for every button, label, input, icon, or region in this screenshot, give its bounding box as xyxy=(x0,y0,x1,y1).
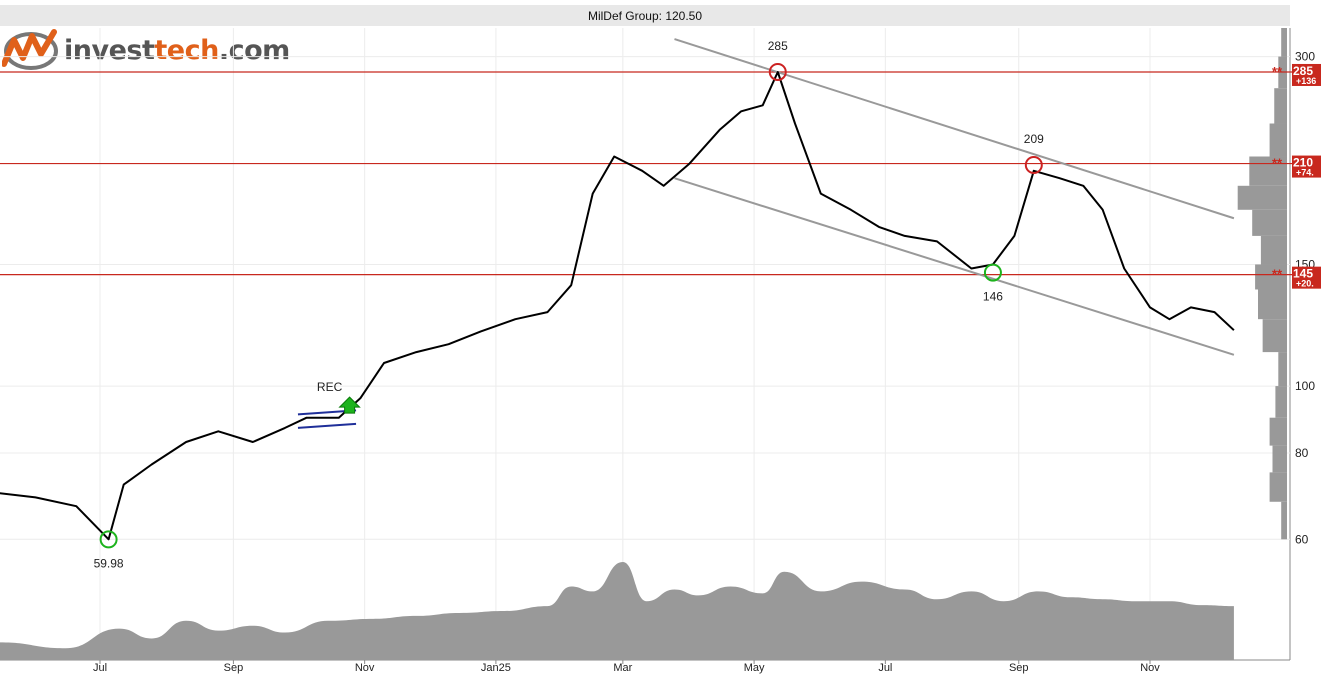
volume-profile-bar xyxy=(1252,209,1287,236)
marker-label: 146 xyxy=(983,290,1003,304)
chart-header-bar xyxy=(0,5,1290,26)
trough-marker xyxy=(983,263,1002,282)
peak-marker xyxy=(768,62,787,81)
marker-label: 209 xyxy=(1024,132,1044,146)
volume-area xyxy=(0,562,1234,660)
investtech-chart-logo-icon xyxy=(2,29,58,70)
peak-marker xyxy=(1024,155,1043,174)
volume-profile-bar xyxy=(1269,472,1287,502)
x-tick-label: Nov xyxy=(1140,662,1160,674)
volume-profile-bar xyxy=(1274,88,1287,124)
signal-label: REC xyxy=(317,380,343,394)
trend-channel-lower xyxy=(674,177,1235,356)
buy-signal-arrow-icon xyxy=(338,396,361,414)
resistance-stars: ** xyxy=(1272,64,1283,79)
volume-profile-bar xyxy=(1278,352,1287,387)
marker-label: 285 xyxy=(768,39,788,53)
volume-profile-bar xyxy=(1258,289,1287,320)
volume-profile-bar xyxy=(1275,386,1287,418)
volume-profile-bar xyxy=(1281,501,1287,540)
volume-profile-bar xyxy=(1260,235,1287,265)
x-tick-label: Nov xyxy=(355,662,375,674)
volume-profile-bar xyxy=(1269,417,1287,446)
y-tick-label: 80 xyxy=(1295,446,1309,460)
x-tick-label: Jul xyxy=(878,662,892,674)
resistance-tag xyxy=(1292,155,1321,178)
resistance-stars: ** xyxy=(1272,267,1283,282)
x-tick-label: Sep xyxy=(224,662,244,674)
resistance-tag-change: +74. xyxy=(1296,168,1314,178)
y-tick-label: 150 xyxy=(1295,257,1315,271)
x-tick-label: Mar xyxy=(613,662,632,674)
volume-profile-bar xyxy=(1262,319,1287,353)
y-tick-label: 100 xyxy=(1295,379,1315,393)
investtech-logo: investtech.com xyxy=(2,26,290,74)
trend-channel-upper xyxy=(674,38,1235,220)
volume-profile-bar xyxy=(1278,56,1287,89)
price-line xyxy=(0,71,1235,541)
volume-profile-bar xyxy=(1237,185,1287,210)
resistance-tag-change: +136 xyxy=(1296,76,1316,86)
logo-wordmark: investtech.com xyxy=(64,35,290,66)
y-tick-label: 60 xyxy=(1295,532,1309,546)
x-tick-label: May xyxy=(744,662,765,674)
resistance-tag xyxy=(1292,63,1321,86)
resistance-tag-change: +20. xyxy=(1296,279,1314,289)
logo-text-tech: tech xyxy=(154,34,219,66)
resistance-stars: ** xyxy=(1272,156,1283,171)
volume-profile-bar xyxy=(1272,445,1287,473)
marker-label: 59.98 xyxy=(94,556,124,570)
x-tick-label: Sep xyxy=(1009,662,1029,674)
rectangle-formation-top xyxy=(297,409,357,416)
volume-profile-bar xyxy=(1255,264,1287,290)
x-tick-label: Jan25 xyxy=(481,662,511,674)
volume-profile-bar xyxy=(1281,28,1287,57)
resistance-tag-value: 285 xyxy=(1293,64,1313,78)
volume-profile-bar xyxy=(1269,123,1287,157)
logo-text-invest: invest xyxy=(64,34,155,66)
rectangle-formation-bottom xyxy=(297,422,357,429)
resistance-tag-value: 145 xyxy=(1293,267,1313,281)
x-tick-label: Jul xyxy=(93,662,107,674)
chart-title: MilDef Group: 120.50 xyxy=(588,9,702,23)
resistance-tag xyxy=(1292,266,1321,289)
y-tick-label: 300 xyxy=(1295,50,1315,64)
trough-marker xyxy=(99,530,118,549)
resistance-tag-value: 210 xyxy=(1293,156,1313,170)
volume-profile-bar xyxy=(1249,156,1287,186)
logo-text-com: .com xyxy=(218,34,290,66)
